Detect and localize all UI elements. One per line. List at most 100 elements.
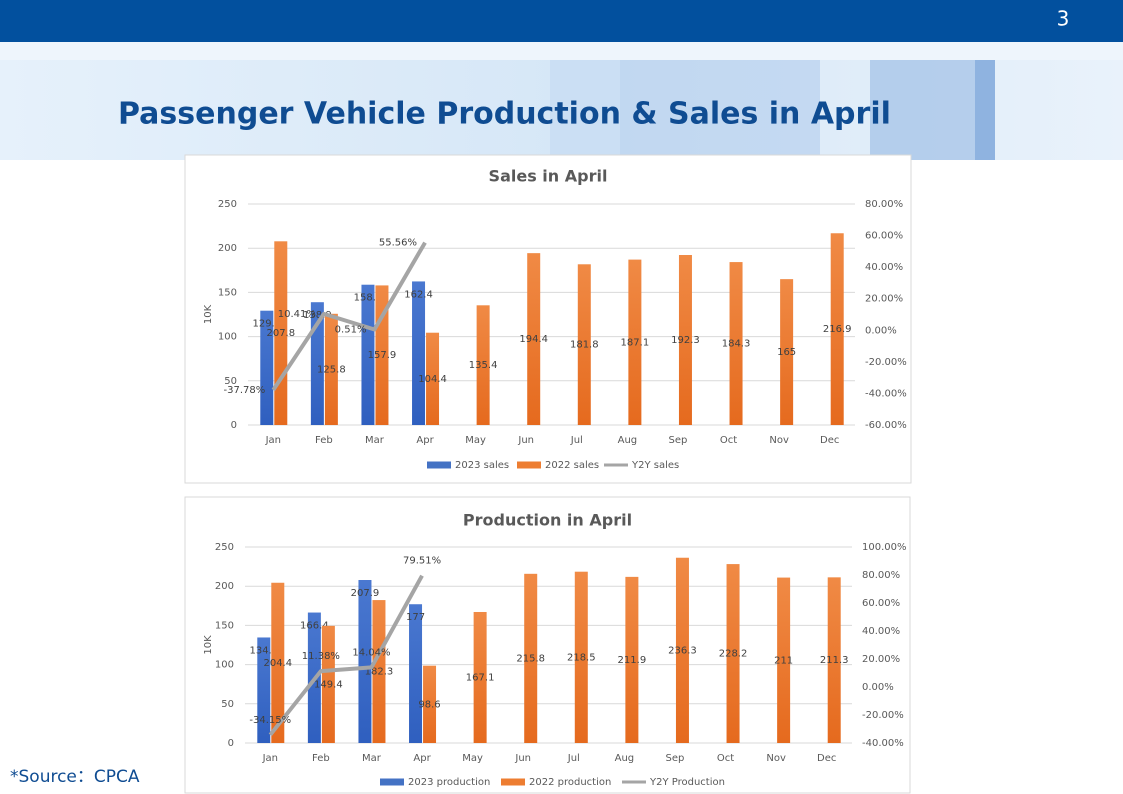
bar bbox=[409, 604, 423, 743]
bar bbox=[321, 625, 335, 743]
bar-value-label: 184.3 bbox=[722, 339, 751, 350]
x-tick-label: Mar bbox=[362, 753, 382, 764]
legend-label: Y2Y Production bbox=[649, 777, 725, 788]
bar bbox=[274, 241, 288, 425]
y2-tick-label: 0.00% bbox=[865, 325, 897, 336]
bar-value-label: 165 bbox=[777, 347, 796, 358]
y-tick-label: 150 bbox=[215, 620, 234, 631]
y-tick-label: 200 bbox=[218, 243, 237, 254]
bar bbox=[372, 600, 386, 743]
bar-value-label: 236.3 bbox=[668, 645, 697, 656]
bar-value-label: 211.3 bbox=[820, 655, 849, 666]
x-tick-label: Mar bbox=[365, 435, 385, 446]
bar-value-label: 134.6 bbox=[249, 645, 278, 656]
y-tick-label: 50 bbox=[224, 376, 237, 387]
y2-tick-label: 20.00% bbox=[865, 294, 903, 305]
x-tick-label: Feb bbox=[312, 753, 330, 764]
decor-block bbox=[975, 60, 995, 160]
bar-value-label: 162.4 bbox=[404, 289, 433, 300]
bar-value-label: 204.4 bbox=[263, 658, 292, 669]
x-tick-label: Jun bbox=[517, 435, 534, 446]
y-tick-label: 0 bbox=[228, 738, 234, 749]
bar bbox=[473, 611, 487, 743]
decor-block bbox=[550, 60, 620, 160]
bar bbox=[426, 332, 440, 425]
line-value-label: 10.41% bbox=[278, 309, 316, 320]
y2-tick-label: 40.00% bbox=[865, 262, 903, 273]
bar bbox=[628, 259, 642, 425]
bar bbox=[830, 233, 844, 425]
bar bbox=[577, 264, 591, 425]
y-tick-label: 100 bbox=[218, 332, 237, 343]
y2-tick-label: 60.00% bbox=[865, 231, 903, 242]
bar bbox=[726, 564, 740, 743]
y2-tick-label: -20.00% bbox=[865, 357, 907, 368]
bar bbox=[675, 557, 689, 743]
bar bbox=[524, 573, 538, 743]
y2-tick-label: 80.00% bbox=[862, 570, 900, 581]
y-tick-label: 50 bbox=[221, 699, 234, 710]
y2-tick-label: 80.00% bbox=[865, 199, 903, 210]
header-strip bbox=[0, 42, 1123, 60]
y2-tick-label: -40.00% bbox=[865, 388, 907, 399]
bar bbox=[260, 310, 274, 425]
line-value-label: 11.38% bbox=[302, 651, 340, 662]
bar-value-label: 187.1 bbox=[621, 337, 650, 348]
bar-value-label: 181.8 bbox=[570, 340, 599, 351]
bar-value-label: 211.9 bbox=[618, 655, 647, 666]
y2-tick-label: -60.00% bbox=[865, 420, 907, 431]
line-value-label: -34.15% bbox=[249, 715, 291, 726]
line-series bbox=[271, 241, 427, 392]
legend-swatch bbox=[517, 461, 541, 469]
line-value-label: 79.51% bbox=[403, 556, 441, 567]
bar-value-label: 207.9 bbox=[351, 588, 380, 599]
bar bbox=[729, 262, 743, 425]
chart-frame bbox=[184, 496, 911, 794]
y2-tick-label: 60.00% bbox=[862, 598, 900, 609]
bar bbox=[777, 577, 791, 743]
bar-value-label: 129.3 bbox=[252, 319, 281, 330]
y-tick-label: 0 bbox=[231, 420, 237, 431]
bar-value-label: 182.3 bbox=[365, 667, 394, 678]
x-tick-label: Sep bbox=[669, 435, 688, 446]
decor-block bbox=[620, 60, 820, 160]
bar-value-label: 211 bbox=[774, 655, 793, 666]
line-value-label: -37.78% bbox=[224, 385, 266, 396]
legend-swatch bbox=[501, 778, 525, 786]
bar-value-label: 177 bbox=[406, 612, 425, 623]
bar-value-label: 135.4 bbox=[469, 360, 498, 371]
bar bbox=[271, 582, 285, 743]
x-tick-label: Jul bbox=[567, 753, 580, 764]
bar-value-label: 215.8 bbox=[516, 653, 545, 664]
bar-value-label: 194.4 bbox=[519, 334, 548, 345]
y2-tick-label: 100.00% bbox=[862, 542, 907, 553]
y-tick-label: 150 bbox=[218, 287, 237, 298]
bar-value-label: 166.4 bbox=[300, 621, 329, 632]
bar bbox=[412, 281, 426, 425]
y2-tick-label: 40.00% bbox=[862, 626, 900, 637]
chart-title: Production in April bbox=[463, 511, 632, 530]
y2-tick-label: 20.00% bbox=[862, 654, 900, 665]
x-tick-label: Jun bbox=[514, 753, 531, 764]
x-tick-label: Apr bbox=[413, 753, 431, 764]
bar bbox=[527, 253, 541, 425]
x-tick-label: May bbox=[465, 435, 486, 446]
x-tick-label: Aug bbox=[615, 753, 635, 764]
bar-value-label: 138.9 bbox=[303, 310, 332, 321]
legend-label: 2022 production bbox=[529, 777, 611, 788]
bar bbox=[257, 637, 271, 743]
x-tick-label: Sep bbox=[666, 753, 685, 764]
legend-label: 2023 sales bbox=[455, 460, 509, 471]
bar-value-label: 98.6 bbox=[418, 699, 440, 710]
bar-value-label: 158.7 bbox=[354, 293, 383, 304]
y-tick-label: 200 bbox=[215, 581, 234, 592]
x-tick-label: Jan bbox=[262, 753, 278, 764]
bar-value-label: 104.4 bbox=[418, 374, 447, 385]
x-tick-label: Oct bbox=[720, 435, 737, 446]
bar-value-label: 207.8 bbox=[266, 328, 295, 339]
x-tick-label: Dec bbox=[820, 435, 839, 446]
y-axis-label: 10K bbox=[203, 635, 214, 655]
bar bbox=[625, 576, 639, 743]
bar bbox=[827, 577, 841, 743]
